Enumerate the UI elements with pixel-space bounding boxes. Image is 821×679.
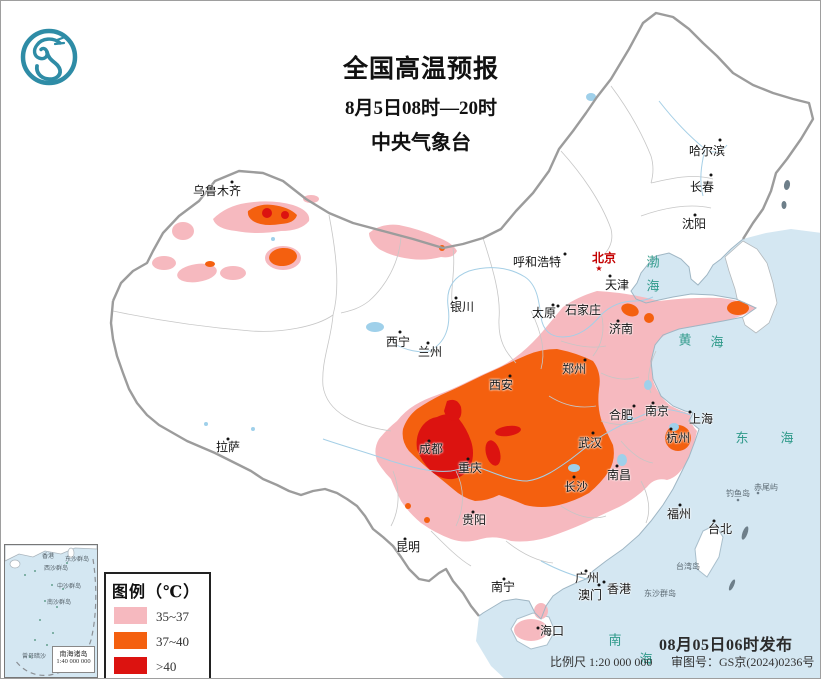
map-title: 全国高温预报 xyxy=(342,56,499,83)
zone-over-40 xyxy=(262,208,521,480)
rivers xyxy=(322,100,728,581)
legend-row: 35~37 xyxy=(112,602,209,627)
legend-row: 37~40 xyxy=(112,627,209,652)
publish-time: 08月05日06时发布 xyxy=(659,637,793,654)
coastline xyxy=(478,238,758,620)
map-scale-text: 比例尺 1:20 000 000 xyxy=(550,655,653,669)
map-subtitle: 8月5日08时—20时 xyxy=(344,98,497,119)
national-border-north xyxy=(111,11,815,302)
inset-scale: 1:40 000 000 xyxy=(56,658,91,666)
legend-swatch-red xyxy=(114,657,147,674)
legend-label: 35~37 xyxy=(156,609,190,624)
legend-swatch-pink xyxy=(114,607,147,624)
offshore-islands xyxy=(728,180,791,591)
taiwan-island xyxy=(694,524,724,578)
legend-label: 37~40 xyxy=(156,634,190,649)
legend-swatch-orange xyxy=(114,632,147,649)
legend-box: 图例（℃） 35~37 37~40 >40 xyxy=(104,572,211,678)
legend-row: >40 xyxy=(112,652,209,677)
national-border-south xyxy=(109,300,480,617)
lakes xyxy=(204,93,679,472)
legend-title: 图例（℃） xyxy=(112,584,201,601)
inset-scale-box: 南海诸岛 1:40 000 000 xyxy=(52,646,95,673)
sea-area xyxy=(476,229,820,678)
province-borders xyxy=(112,85,714,567)
inset-title: 南海诸岛 xyxy=(59,650,88,658)
map-agency: 中央气象台 xyxy=(371,132,471,154)
cma-logo-icon xyxy=(19,27,79,87)
approval-number: 审图号：GS京(2024)0236号 xyxy=(671,655,815,669)
title-block: 全国高温预报 8月5日08时—20时 中央气象台 xyxy=(291,49,551,155)
korea-landmass xyxy=(724,240,778,334)
legend-label: >40 xyxy=(156,659,177,674)
